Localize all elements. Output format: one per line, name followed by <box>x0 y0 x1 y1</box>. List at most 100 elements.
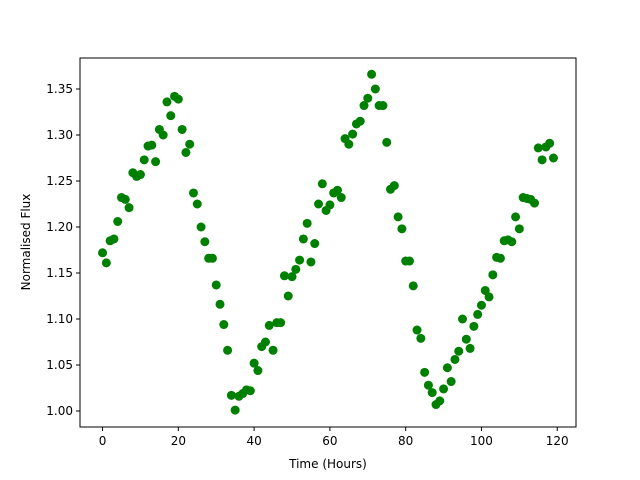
y-tick-label: 1.25 <box>46 174 73 188</box>
y-tick-label: 1.15 <box>46 266 73 280</box>
data-point <box>488 270 498 280</box>
data-point <box>454 346 464 356</box>
data-point <box>109 234 119 244</box>
data-point <box>446 377 456 387</box>
data-point <box>495 253 505 263</box>
data-point <box>230 405 240 415</box>
y-tick-label: 1.35 <box>46 82 73 96</box>
data-point <box>363 93 373 103</box>
data-point <box>291 264 301 274</box>
data-point <box>450 354 460 364</box>
data-point <box>98 248 108 258</box>
data-point <box>530 198 540 208</box>
x-tick-label: 120 <box>546 434 569 448</box>
data-point <box>348 129 358 139</box>
data-point <box>537 155 547 165</box>
data-point <box>188 188 198 198</box>
data-point <box>211 280 221 290</box>
data-point <box>264 320 274 330</box>
data-point <box>484 292 494 302</box>
x-tick-label: 20 <box>171 434 186 448</box>
data-point <box>423 380 433 390</box>
data-point <box>355 116 365 126</box>
data-point <box>215 299 225 309</box>
data-point <box>192 199 202 209</box>
data-point <box>359 101 369 111</box>
data-point <box>223 345 233 355</box>
data-point <box>332 185 342 195</box>
data-point <box>397 224 407 234</box>
data-point <box>511 212 521 222</box>
data-point <box>151 157 161 167</box>
y-tick-label: 1.20 <box>46 220 73 234</box>
data-point <box>295 255 305 265</box>
data-point <box>113 216 123 226</box>
data-point <box>435 396 445 406</box>
data-point <box>124 203 134 213</box>
data-point <box>439 384 449 394</box>
data-point <box>476 300 486 310</box>
data-point <box>147 140 157 150</box>
data-point <box>370 84 380 94</box>
data-point <box>287 272 297 282</box>
x-axis-label: Time (Hours) <box>288 457 367 471</box>
data-point <box>260 337 270 347</box>
data-point <box>317 179 327 189</box>
data-point <box>302 218 312 228</box>
data-point <box>404 256 414 266</box>
x-tick-label: 60 <box>322 434 337 448</box>
data-point <box>207 253 217 263</box>
data-point <box>283 291 293 301</box>
data-point <box>120 194 130 204</box>
data-point <box>382 137 392 147</box>
data-point <box>427 388 437 398</box>
x-tick-label: 100 <box>470 434 493 448</box>
data-point <box>200 237 210 247</box>
x-tick-label: 40 <box>246 434 261 448</box>
data-point <box>473 309 483 319</box>
y-tick-label: 1.00 <box>46 404 73 418</box>
data-point <box>219 320 229 330</box>
data-point <box>166 111 176 121</box>
data-point <box>298 234 308 244</box>
data-point <box>393 212 403 222</box>
data-point <box>310 239 320 249</box>
x-tick-label: 80 <box>398 434 413 448</box>
data-point <box>101 258 111 268</box>
data-point <box>196 222 206 232</box>
data-point <box>458 314 468 324</box>
data-point <box>253 366 263 376</box>
data-point <box>344 139 354 149</box>
data-point <box>469 321 479 331</box>
data-point <box>162 97 172 107</box>
data-point <box>139 155 149 165</box>
data-point <box>314 199 324 209</box>
data-point <box>461 334 471 344</box>
data-point <box>416 333 426 343</box>
data-point <box>408 281 418 291</box>
data-point <box>389 181 399 191</box>
data-point <box>514 224 524 234</box>
data-point <box>173 94 183 104</box>
data-point <box>336 193 346 203</box>
data-point <box>507 237 517 247</box>
data-point <box>420 367 430 377</box>
data-point <box>177 124 187 134</box>
data-point <box>442 363 452 373</box>
x-tick-label: 0 <box>99 434 107 448</box>
data-point <box>226 390 236 400</box>
data-point <box>325 200 335 210</box>
y-tick-label: 1.05 <box>46 358 73 372</box>
data-point <box>545 138 555 148</box>
data-point <box>245 386 255 396</box>
data-point <box>367 69 377 79</box>
data-point <box>306 257 316 267</box>
data-point <box>249 358 259 368</box>
y-axis-label: Normalised Flux <box>19 194 33 291</box>
data-point <box>533 143 543 153</box>
y-tick-label: 1.10 <box>46 312 73 326</box>
data-point <box>378 101 388 111</box>
data-point <box>135 170 145 180</box>
